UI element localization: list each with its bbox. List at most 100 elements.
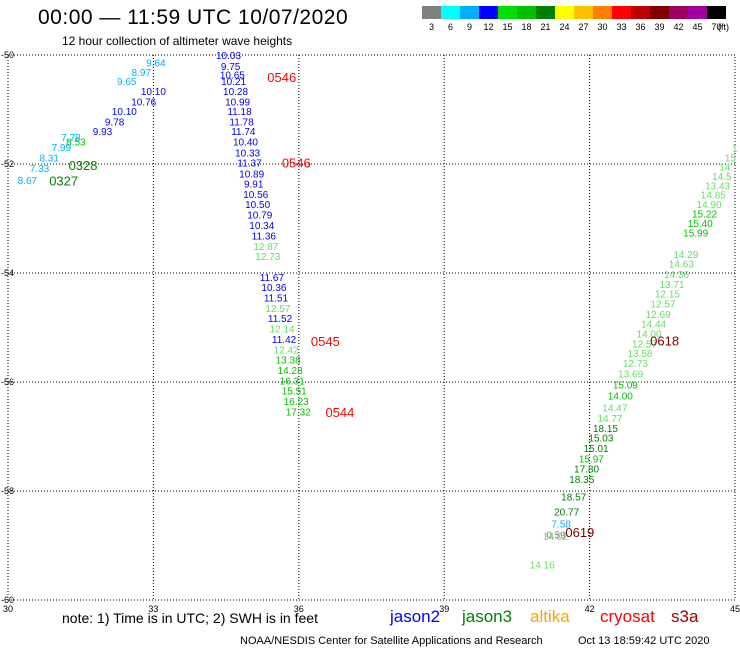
legend-label: 3 xyxy=(429,22,434,32)
y-tick-label: -54 xyxy=(1,268,14,278)
map-axes: 30 33 36 39 42 45 -50 -52 -54 -56 -58 -60 xyxy=(1,50,740,614)
wave-height-value: 13.43 xyxy=(705,181,730,192)
legend-swatch xyxy=(498,6,517,19)
legend-label: 21 xyxy=(540,22,550,32)
wave-height-value: 13.38 xyxy=(276,356,301,367)
wave-height-value: 10.76 xyxy=(131,97,156,108)
x-tick-label: 30 xyxy=(3,604,13,614)
wave-height-value: 11.18 xyxy=(227,107,252,118)
pass-time-label: 0544 xyxy=(325,405,354,420)
legend-swatch xyxy=(650,6,669,19)
wave-height-value: 10.34 xyxy=(249,221,274,232)
legend-unit: (ft) xyxy=(718,22,729,32)
wave-height-value: 12.14 xyxy=(270,325,295,336)
wave-height-value: 17.32 xyxy=(286,407,311,418)
wave-height-value: 14.63 xyxy=(669,260,694,271)
wave-height-value: 10.28 xyxy=(223,87,248,98)
wave-height-value: 11.74 xyxy=(231,127,256,138)
wave-height-value: 14.36 xyxy=(664,270,689,281)
legend-label: 45 xyxy=(692,22,702,32)
legend-swatch xyxy=(574,6,593,19)
wave-height-value: 12.73 xyxy=(623,359,648,370)
wave-height-value: 15.03 xyxy=(588,434,613,445)
y-tick-label: -50 xyxy=(1,50,14,60)
legend-label: 30 xyxy=(597,22,607,32)
wave-height-value: 15.22 xyxy=(692,210,717,221)
map-grid xyxy=(7,54,736,601)
legend-swatch xyxy=(517,6,536,19)
wave-height-value: 17.80 xyxy=(574,465,599,476)
map-subtitle: 12 hour collection of altimeter wave hei… xyxy=(62,34,293,48)
wave-height-value: 14.44 xyxy=(641,320,666,331)
credit-line: NOAA/NESDIS Center for Satellite Applica… xyxy=(240,635,543,647)
legend-swatch xyxy=(555,6,574,19)
wave-height-value: 10.10 xyxy=(112,107,137,118)
legend-label: 15 xyxy=(502,22,512,32)
wave-height-value: 9.65 xyxy=(117,77,137,88)
satellite-altika: altika xyxy=(530,607,570,626)
wave-height-value: 11.51 xyxy=(264,294,289,305)
legend-swatch xyxy=(631,6,650,19)
generated-timestamp: Oct 13 18:59:42 UTC 2020 xyxy=(578,635,710,647)
wave-height-value: 12.57 xyxy=(632,339,657,350)
wave-height-value: 8.67 xyxy=(18,176,38,187)
pass-time-label: 0327 xyxy=(49,173,78,188)
wave-height-value: 8.31 xyxy=(39,153,59,164)
wave-height-value: 14.02 xyxy=(543,532,568,543)
wave-height-value: 14.00 xyxy=(637,329,662,340)
wave-height-value: 12.15 xyxy=(655,290,680,301)
satellite-s3a: s3a xyxy=(671,607,699,626)
wave-height-value: 7.78 xyxy=(61,133,81,144)
wave-height-value: 15.97 xyxy=(579,454,604,465)
wave-height-value: 9.93 xyxy=(93,127,113,138)
pass-time-label: 0619 xyxy=(565,525,594,540)
wave-height-value: 15.01 xyxy=(584,444,609,455)
pass-time-label: 0546 xyxy=(282,155,311,170)
wave-height-value: 12.42 xyxy=(274,345,299,356)
wave-height-value: 11.67 xyxy=(260,273,285,284)
wave-height-value: 18.15 xyxy=(593,424,618,435)
wave-height-value: 10.10 xyxy=(141,87,166,98)
wave-height-value: 10.33 xyxy=(235,149,260,160)
color-legend: 3 6 9 12 15 18 21 24 27 30 33 36 39 42 45 70(ft) xyxy=(422,6,729,32)
legend-swatch xyxy=(536,6,555,19)
plot-border xyxy=(7,54,736,601)
wave-height-value: 18.35 xyxy=(569,475,594,486)
legend-label: 6 xyxy=(448,22,453,32)
wave-height-value: 12.57 xyxy=(265,304,290,315)
altimeter-tracks: 9.648.979.657.787.998.317.338.6710.1010.… xyxy=(18,51,738,572)
pass-time-label: 0546 xyxy=(267,70,296,85)
wave-height-value: 11.52 xyxy=(268,314,293,325)
wave-height-value: 8.53 xyxy=(66,138,86,149)
wave-height-value: 16.31 xyxy=(280,376,305,387)
wave-height-value: 11.36 xyxy=(252,231,277,242)
wave-height-value: 15.40 xyxy=(688,219,713,230)
legend-label: 18 xyxy=(521,22,531,32)
legend-label: 36 xyxy=(635,22,645,32)
pass-time-label: 0328 xyxy=(69,158,98,173)
wave-height-value: 10.89 xyxy=(239,169,264,180)
wave-height-value: 13.58 xyxy=(627,349,652,360)
wave-height-value: 10.21 xyxy=(221,77,246,88)
wave-height-value: 11.78 xyxy=(229,117,254,128)
wave-height-value: 12.69 xyxy=(646,310,671,321)
wave-height-value: 7.33 xyxy=(30,164,50,175)
wave-height-value: 14.28 xyxy=(278,366,303,377)
wave-height-value: 0.59 xyxy=(546,531,566,542)
wave-height-value: 18.57 xyxy=(561,492,586,503)
wave-height-value: 11.42 xyxy=(272,335,297,346)
wave-height-value: 14.77 xyxy=(597,414,622,425)
pass-time-label: 0545 xyxy=(311,334,340,349)
y-tick-label: -56 xyxy=(1,377,14,387)
wave-height-value: 14.5 xyxy=(712,172,732,183)
x-tick-label: 36 xyxy=(294,604,304,614)
wave-height-value: 10.56 xyxy=(243,190,268,201)
wave-height-value: 10.79 xyxy=(247,211,272,222)
legend-label: 70 xyxy=(711,22,721,32)
wave-height-value: 10.99 xyxy=(225,97,250,108)
legend-label: 42 xyxy=(673,22,683,32)
wave-height-value: 14.90 xyxy=(697,200,722,211)
legend-label: 24 xyxy=(559,22,569,32)
